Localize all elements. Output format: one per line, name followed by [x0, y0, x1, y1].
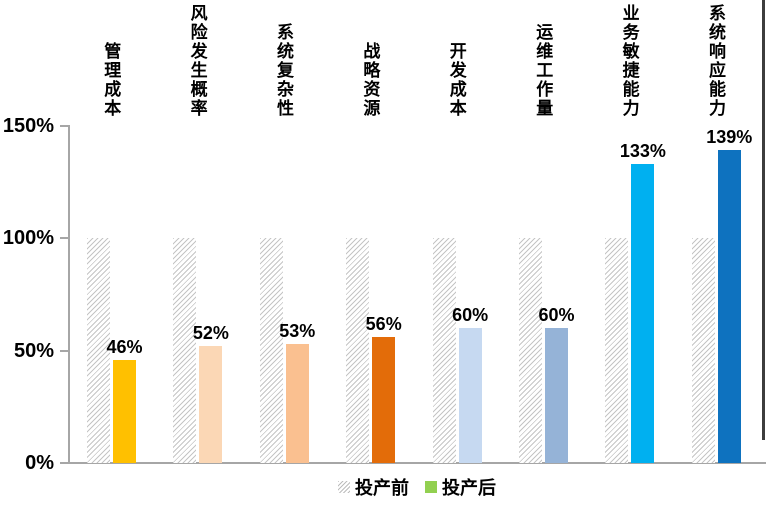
category-label: 开发成本: [446, 42, 466, 118]
value-label: 53%: [279, 320, 316, 341]
value-label: 56%: [365, 314, 402, 334]
category-label: 系统复杂性: [273, 23, 293, 118]
value-label: 46%: [106, 336, 143, 357]
bar-post-production: [372, 337, 396, 463]
y-axis-line: [68, 125, 70, 464]
legend-label-pre: 投产前: [355, 478, 409, 498]
y-tick-mark: [60, 124, 68, 127]
category-label: 风险发生概率: [187, 4, 207, 118]
bar-pre-production: [87, 238, 110, 463]
chart-legend: 投产前 投产后: [68, 474, 766, 500]
right-border-line: [762, 0, 765, 440]
legend-item-post: 投产后: [425, 474, 496, 500]
bar-pre-production: [519, 238, 542, 463]
category-label: 战略资源: [360, 42, 380, 118]
category-label: 管理成本: [101, 42, 121, 118]
bar-post-production: [199, 346, 223, 463]
bar-post-production: [458, 328, 482, 463]
bar-post-production: [717, 150, 741, 463]
y-axis-tick-label: 50%: [13, 339, 54, 362]
y-axis-tick-label: 0%: [25, 452, 54, 474]
legend-swatch-green-icon: [425, 481, 437, 493]
bar-pre-production: [346, 238, 370, 463]
value-label: 139%: [706, 127, 753, 148]
category-label: 系统响应能力: [705, 4, 725, 118]
value-label: 60%: [538, 305, 575, 325]
bar-pre-production: [173, 238, 197, 463]
y-tick-mark: [60, 349, 68, 352]
x-axis-line: [68, 462, 766, 464]
bar-pre-production: [259, 238, 283, 463]
bar-pre-production: [432, 238, 456, 463]
bar-pre-production: [605, 238, 629, 463]
bar-post-production: [285, 343, 309, 463]
y-axis-tick-label: 150%: [2, 114, 54, 137]
value-label: 52%: [192, 323, 229, 343]
bar-post-production: [113, 359, 136, 463]
y-axis-tick-label: 100%: [2, 227, 54, 249]
y-tick-mark: [60, 462, 68, 464]
bar-pre-production: [691, 238, 715, 463]
value-label: 60%: [452, 305, 489, 325]
value-label: 133%: [619, 140, 666, 161]
bar-post-production: [545, 328, 568, 463]
bar-post-production: [631, 163, 655, 463]
legend-item-pre: 投产前: [338, 474, 409, 500]
y-tick-mark: [60, 237, 68, 239]
category-label: 运维工作量: [533, 23, 553, 118]
legend-label-post: 投产后: [442, 478, 496, 498]
legend-swatch-hatched-icon: [338, 481, 350, 493]
category-label: 业务敏捷能力: [619, 4, 639, 118]
